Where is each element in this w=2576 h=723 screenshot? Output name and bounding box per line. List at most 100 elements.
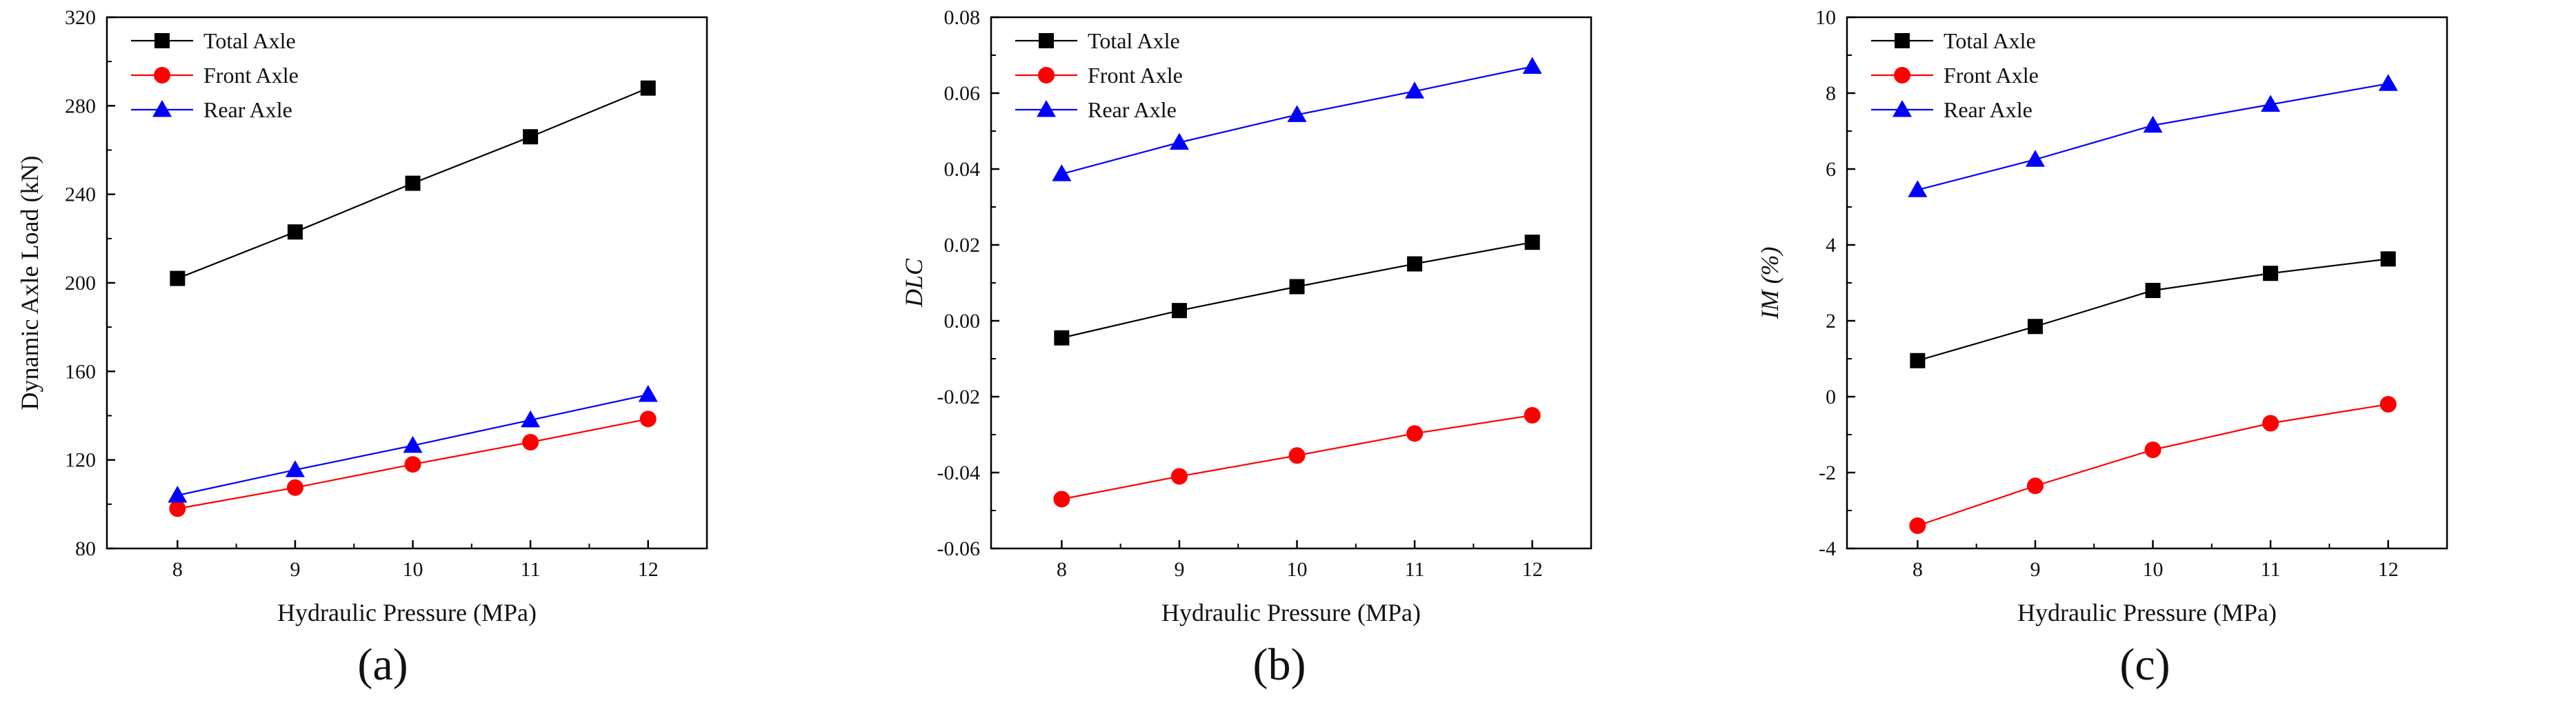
legend-label: Front Axle (203, 63, 299, 88)
data-point (1405, 81, 1425, 99)
data-point (2026, 477, 2044, 495)
data-point (169, 500, 186, 517)
data-point (285, 460, 305, 477)
panel-label: (c) (2119, 640, 2170, 690)
y-tick-label: 4 (1826, 234, 1836, 257)
data-point (1170, 468, 1188, 485)
series-total-axle (1054, 235, 1540, 346)
y-tick-label: 240 (65, 184, 96, 206)
x-tick-label: 12 (2378, 558, 2399, 581)
legend-label: Rear Axle (1944, 97, 2033, 122)
y-tick-label: 280 (65, 95, 96, 117)
y-tick-label: 200 (65, 272, 96, 295)
data-point (639, 410, 657, 428)
data-point (2145, 283, 2161, 298)
series-total-axle (1910, 251, 2396, 368)
x-tick-label: 8 (172, 558, 183, 581)
y-tick-label: 320 (65, 6, 96, 29)
y-tick-label: 0.02 (944, 234, 981, 257)
legend-marker (1895, 33, 1910, 48)
legend-marker (1894, 67, 1910, 83)
series-front-axle (169, 410, 657, 517)
data-point (1288, 447, 1306, 464)
legend-marker (1038, 67, 1055, 83)
data-point (2143, 115, 2163, 133)
x-tick-label: 8 (1057, 558, 1067, 581)
legend-label: Rear Axle (203, 97, 292, 122)
legend-marker (1037, 100, 1056, 117)
x-tick-label: 12 (1522, 558, 1543, 581)
legend-marker (154, 67, 170, 83)
data-point (170, 270, 186, 286)
y-axis-label: DLC (900, 258, 928, 308)
y-axis-label: Dynamic Axle Load (kN) (16, 156, 43, 410)
y-tick-label: 0.06 (944, 82, 981, 105)
data-point (2261, 95, 2281, 112)
data-point (1524, 406, 1541, 424)
series-front-axle (1909, 396, 2397, 534)
legend-label: Front Axle (1944, 63, 2039, 88)
y-tick-label: 10 (1815, 6, 1836, 29)
legend-label: Rear Axle (1088, 97, 1177, 122)
y-tick-label: 0 (1826, 386, 1836, 408)
data-point (1407, 256, 1423, 272)
data-point (1052, 164, 1072, 181)
x-axis-label: Hydraulic Pressure (MPa) (2017, 599, 2277, 626)
x-tick-label: 11 (1405, 558, 1425, 581)
legend-label: Total Axle (1944, 28, 2036, 53)
data-point (1054, 330, 1070, 346)
series-front-axle (1053, 406, 1541, 508)
data-point (287, 224, 303, 240)
panel-label: (b) (1253, 640, 1306, 690)
data-point (1522, 57, 1542, 74)
x-tick-label: 11 (521, 558, 541, 581)
data-point (1169, 132, 1189, 150)
y-tick-label: -4 (1819, 537, 1836, 560)
x-tick-label: 11 (2261, 558, 2281, 581)
data-point (1908, 180, 1928, 197)
y-tick-label: 160 (65, 360, 96, 383)
x-tick-label: 10 (2143, 558, 2164, 581)
x-tick-label: 10 (1287, 558, 1308, 581)
y-tick-label: -2 (1819, 462, 1836, 484)
data-point (640, 80, 656, 96)
data-point (2262, 415, 2279, 432)
data-point (1287, 105, 1307, 122)
data-point (168, 486, 188, 503)
legend-label: Total Axle (1088, 28, 1180, 53)
y-tick-label: -0.02 (937, 386, 981, 408)
y-tick-label: 0.08 (944, 6, 981, 29)
series-rear-axle (1908, 74, 2398, 197)
series-line (1917, 258, 2388, 362)
y-tick-label: 2 (1826, 310, 1836, 333)
legend: Total Axle Front Axle Rear Axle (1871, 28, 2039, 122)
y-tick-label: 8 (1826, 82, 1836, 105)
data-point (404, 456, 421, 473)
y-tick-label: 6 (1826, 158, 1836, 181)
y-axis-label: IM (%) (1756, 247, 1784, 320)
data-point (2378, 74, 2398, 91)
legend: Total Axle Front Axle Rear Axle (131, 28, 299, 122)
legend-label: Front Axle (1088, 63, 1183, 88)
x-tick-label: 9 (2030, 558, 2040, 581)
x-axis-label: Hydraulic Pressure (MPa) (277, 599, 537, 626)
data-point (1171, 303, 1187, 319)
y-tick-label: 120 (65, 449, 96, 472)
legend-label: Total Axle (203, 28, 296, 53)
y-tick-label: -0.06 (937, 537, 981, 560)
data-point (1406, 425, 1424, 442)
panel-label: (a) (357, 640, 408, 690)
x-axis-label: Hydraulic Pressure (MPa) (1161, 599, 1421, 626)
data-point (2379, 396, 2397, 413)
x-tick-label: 12 (638, 558, 659, 581)
data-point (2027, 319, 2043, 335)
data-point (1524, 235, 1540, 250)
y-tick-label: 80 (75, 537, 96, 560)
y-tick-label: 0.00 (944, 310, 981, 333)
data-point (638, 385, 658, 402)
x-tick-label: 9 (290, 558, 300, 581)
legend: Total Axle Front Axle Rear Axle (1015, 28, 1183, 122)
legend-marker (154, 33, 170, 48)
